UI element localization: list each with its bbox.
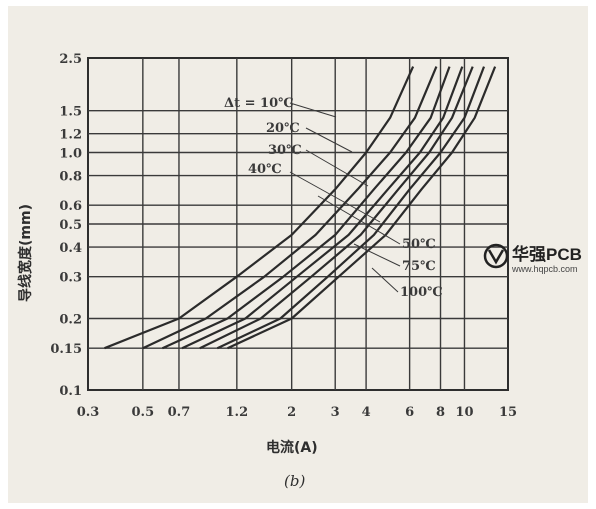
series-curve-2 xyxy=(142,66,438,350)
y-tick-label: 1.2 xyxy=(59,128,82,143)
y-tick-label: 1.5 xyxy=(59,105,82,120)
series-curve-6 xyxy=(216,66,486,350)
watermark-brand: 华强PCB xyxy=(512,244,582,264)
leader-line xyxy=(371,267,399,293)
x-tick-label: 6 xyxy=(405,405,414,420)
grid xyxy=(87,57,509,391)
y-tick-label: 0.2 xyxy=(59,313,82,328)
leader-line xyxy=(305,149,369,187)
leader-line xyxy=(289,102,337,118)
series-label: 50℃ xyxy=(402,237,436,252)
y-tick-label: 0.5 xyxy=(59,218,82,233)
x-tick-label: 4 xyxy=(362,405,371,420)
x-tick-label: 0.7 xyxy=(168,405,191,420)
leader-lines xyxy=(289,102,401,293)
x-tick-label: 3 xyxy=(331,405,340,420)
figure-caption: (b) xyxy=(284,472,305,490)
series-curve-1 xyxy=(104,66,415,350)
tick-labels: 0.3 0.5 0.7 1.2 2 3 4 6 8 10 15 0.1 0.15 0.2 0.3 0.4 0.5… xyxy=(50,52,517,420)
series-label: 20℃ xyxy=(266,121,300,136)
leader-line xyxy=(305,127,353,153)
x-tick-label: 10 xyxy=(455,405,473,420)
series-label: Δt = 10℃ xyxy=(224,96,294,111)
y-tick-label: 0.8 xyxy=(59,170,82,185)
x-tick-label: 2 xyxy=(287,405,296,420)
series-curve-3 xyxy=(161,66,451,350)
x-tick-label: 1.2 xyxy=(226,405,249,420)
x-tick-label: 0.3 xyxy=(77,405,100,420)
y-tick-label: 0.4 xyxy=(59,241,82,256)
y-axis-title: 导线宽度(mm) xyxy=(17,204,34,302)
y-tick-label: 0.6 xyxy=(59,199,82,214)
leader-line xyxy=(317,195,401,245)
series-label: 40℃ xyxy=(248,162,282,177)
series-label: 75℃ xyxy=(402,259,436,274)
series-curve-4 xyxy=(181,66,464,350)
leader-line xyxy=(353,243,401,267)
y-tick-label: 0.15 xyxy=(50,342,82,357)
y-tick-label: 0.3 xyxy=(59,271,82,286)
series-curve-7 xyxy=(227,66,497,350)
x-tick-label: 15 xyxy=(499,405,517,420)
series-curve-5 xyxy=(199,66,474,350)
x-tick-label: 0.5 xyxy=(132,405,155,420)
series-labels: Δt = 10℃ 20℃ 30℃ 40℃ 50℃ 75℃ 100℃ xyxy=(224,96,443,300)
watermark: 华强PCB www.hqpcb.com xyxy=(483,243,582,274)
watermark-url: www.hqpcb.com xyxy=(511,264,578,274)
leader-line xyxy=(289,171,381,223)
x-axis-title: 电流(A) xyxy=(266,439,318,456)
y-tick-label: 2.5 xyxy=(59,52,82,67)
curves xyxy=(104,66,497,350)
x-tick-label: 8 xyxy=(436,405,445,420)
brand-logo-icon xyxy=(483,243,509,269)
series-label: 30℃ xyxy=(268,143,302,158)
series-label: 100℃ xyxy=(400,285,443,300)
y-tick-label: 0.1 xyxy=(59,384,82,399)
y-tick-label: 1.0 xyxy=(59,147,82,162)
